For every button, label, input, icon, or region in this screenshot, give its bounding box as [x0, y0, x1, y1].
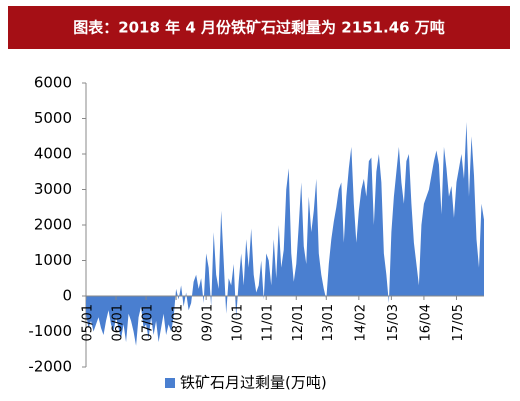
x-tick-label: 09/01 — [201, 304, 216, 341]
area — [86, 122, 484, 346]
y-tick-label: 1000 — [34, 251, 72, 269]
y-tick-label: 2000 — [34, 216, 72, 234]
y-tick-label: 5000 — [34, 109, 72, 127]
x-tick-label: 08/01 — [171, 304, 186, 341]
y-tick-label: 0 — [62, 287, 72, 305]
x-tick-label: 17/05 — [451, 304, 466, 341]
x-tick-label: 07/01 — [141, 304, 156, 341]
x-tick-label: 12/01 — [291, 304, 306, 341]
legend-label: 铁矿石月过剩量(万吨) — [180, 374, 327, 392]
x-tick-label: 06/01 — [111, 304, 126, 341]
y-tick-label: -1000 — [28, 322, 72, 340]
x-tick-label: 13/01 — [321, 304, 336, 341]
x-tick-label: 15/03 — [386, 304, 401, 341]
chart-title: 图表：2018 年 4 月份铁矿石过剩量为 2151.46 万吨 — [73, 19, 445, 37]
y-tick-label: 6000 — [34, 74, 72, 92]
x-tick-label: 05/01 — [81, 304, 96, 341]
y-tick-label: 4000 — [34, 145, 72, 163]
x-tick-label: 10/01 — [231, 304, 246, 341]
legend-swatch — [165, 378, 175, 388]
y-tick-label: -2000 — [28, 358, 72, 376]
x-tick-label: 11/01 — [261, 304, 276, 341]
y-tick-label: 3000 — [34, 180, 72, 198]
title-banner — [8, 6, 510, 49]
x-tick-label: 16/04 — [418, 304, 433, 341]
x-tick-label: 14/02 — [353, 304, 368, 341]
